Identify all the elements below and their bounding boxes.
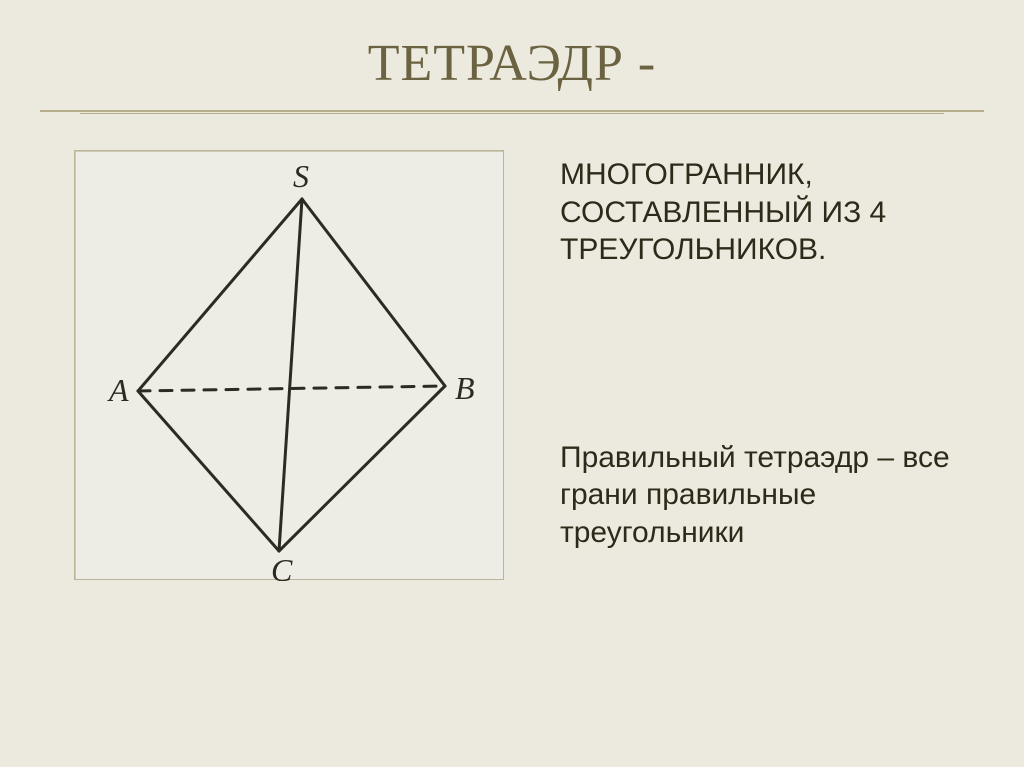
divider-outer (40, 110, 984, 112)
vertex-label-C: C (271, 552, 293, 581)
text-column: МНОГОГРАННИК, СОСТАВЛЕННЫЙ ИЗ 4 ТРЕУГОЛЬ… (560, 150, 980, 551)
edge-BC (279, 386, 445, 551)
edge-SC (279, 199, 302, 551)
edge-AB (138, 386, 445, 391)
regular-tetra-text: Правильный тетраэдр – все грани правильн… (560, 439, 980, 552)
vertex-label-B: B (455, 370, 475, 406)
slide-title: ТЕТРАЭДР - (0, 34, 1024, 93)
slide: ТЕТРАЭДР - S A B C МНОГОГРАННИК, СОСТАВЛЕНН… (0, 0, 1024, 767)
edge-SB (302, 199, 445, 386)
tetrahedron-diagram: S A B C (75, 151, 505, 581)
figure-panel: S A B C (74, 150, 504, 580)
divider-inner (80, 113, 944, 114)
edge-SA (138, 199, 302, 391)
definition-text: МНОГОГРАННИК, СОСТАВЛЕННЫЙ ИЗ 4 ТРЕУГОЛЬ… (560, 156, 980, 269)
vertex-label-S: S (293, 158, 309, 194)
vertex-label-A: A (107, 372, 129, 408)
edge-AC (138, 391, 279, 551)
